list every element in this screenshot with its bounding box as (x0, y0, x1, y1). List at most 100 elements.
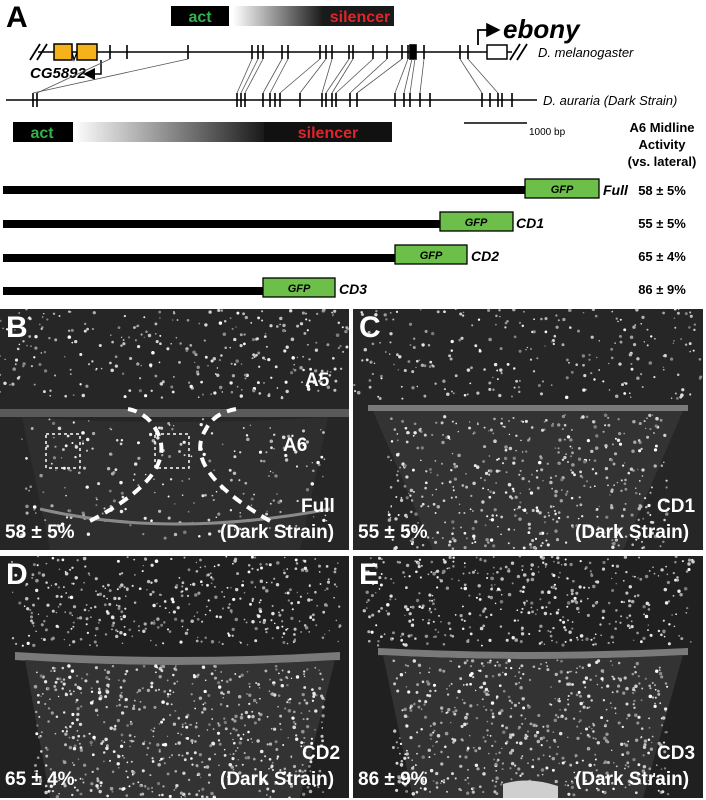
nucleus-spot (581, 666, 585, 670)
nucleus-spot (91, 431, 96, 436)
cg5892-arrow (83, 60, 102, 80)
nucleus-spot (495, 695, 499, 699)
nucleus-spot (320, 694, 324, 698)
nucleus-spot (654, 444, 658, 448)
nucleus-spot (424, 481, 428, 485)
panel-d-micrograph (0, 556, 349, 798)
nucleus-spot (150, 389, 153, 392)
nucleus-spot (117, 596, 121, 601)
nucleus-spot (479, 557, 482, 560)
nucleus-spot (76, 730, 79, 732)
nucleus-spot (153, 727, 156, 730)
nucleus-spot (650, 741, 653, 744)
nucleus-spot (254, 639, 258, 643)
nucleus-spot (632, 325, 636, 329)
construct-cd3-activity: 86 ± 9% (638, 282, 686, 297)
nucleus-spot (119, 631, 123, 635)
nucleus-spot (602, 560, 606, 565)
nucleus-spot (627, 740, 630, 743)
nucleus-spot (190, 757, 193, 760)
nucleus-spot (570, 780, 573, 783)
alignment-connector (244, 58, 264, 94)
nucleus-spot (326, 587, 329, 590)
nucleus-spot (484, 740, 487, 743)
nucleus-spot (329, 371, 332, 373)
nucleus-spot (296, 591, 298, 594)
nucleus-spot (184, 631, 189, 635)
nucleus-spot (384, 351, 387, 353)
nucleus-spot (409, 343, 412, 347)
nucleus-spot (554, 779, 558, 784)
nucleus-spot (588, 763, 592, 767)
nucleus-spot (549, 505, 553, 508)
nucleus-spot (302, 368, 305, 372)
nucleus-spot (125, 587, 129, 591)
nucleus-spot (399, 752, 401, 755)
nucleus-spot (291, 356, 295, 360)
nucleus-spot (196, 365, 200, 369)
nucleus-spot (275, 325, 279, 328)
nucleus-spot (570, 592, 574, 596)
panel-a-letter: A (6, 1, 28, 34)
nucleus-spot (98, 696, 102, 701)
nucleus-spot (687, 562, 691, 566)
nucleus-spot (26, 607, 30, 611)
nucleus-spot (451, 532, 454, 535)
nucleus-spot (159, 382, 164, 386)
nucleus-spot (211, 494, 214, 497)
nucleus-spot (181, 725, 184, 729)
nucleus-spot (480, 508, 484, 512)
nucleus-spot (494, 602, 497, 605)
nucleus-spot (505, 471, 508, 474)
nucleus-spot (596, 788, 600, 792)
nucleus-spot (239, 640, 241, 643)
nucleus-spot (508, 433, 511, 436)
nucleus-spot (495, 697, 498, 700)
nucleus-spot (68, 675, 72, 679)
nucleus-spot (51, 636, 55, 640)
nucleus-spot (424, 486, 427, 490)
nucleus-spot (233, 450, 236, 453)
nucleus-spot (609, 702, 612, 705)
nucleus-spot (615, 765, 618, 768)
ebony-exon (486, 44, 508, 60)
nucleus-spot (124, 705, 126, 708)
nucleus-spot (119, 686, 123, 689)
nucleus-spot (389, 332, 393, 336)
nucleus-spot (141, 769, 145, 773)
nucleus-spot (184, 795, 187, 798)
nucleus-spot (630, 599, 635, 604)
nucleus-spot (259, 579, 264, 583)
nucleus-spot (474, 689, 477, 692)
nucleus-spot (71, 762, 74, 764)
nucleus-spot (236, 747, 239, 749)
nucleus-spot (617, 418, 620, 421)
nucleus-spot (217, 723, 221, 727)
nucleus-spot (198, 753, 203, 757)
nucleus-spot (83, 581, 85, 584)
nucleus-spot (545, 766, 549, 770)
nucleus-spot (42, 638, 46, 642)
nucleus-spot (120, 739, 123, 742)
nucleus-spot (149, 432, 153, 437)
nucleus-spot (204, 613, 207, 616)
nucleus-spot (255, 681, 258, 685)
nucleus-spot (619, 340, 623, 344)
nucleus-spot (314, 558, 317, 560)
nucleus-spot (528, 480, 531, 483)
nucleus-spot (108, 489, 112, 493)
nucleus-spot (471, 542, 474, 545)
nucleus-spot (427, 748, 431, 752)
nucleus-spot (233, 529, 236, 531)
nucleus-spot (235, 326, 237, 328)
panel-c-value: 55 ± 5% (358, 522, 428, 543)
nucleus-spot (474, 749, 478, 753)
nucleus-spot (163, 536, 167, 540)
nucleus-spot (491, 674, 495, 678)
nucleus-spot (648, 569, 651, 572)
nucleus-spot (633, 343, 637, 347)
nucleus-spot (448, 480, 452, 484)
nucleus-spot (62, 711, 66, 714)
nucleus-spot (554, 697, 556, 700)
nucleus-spot (265, 512, 269, 516)
